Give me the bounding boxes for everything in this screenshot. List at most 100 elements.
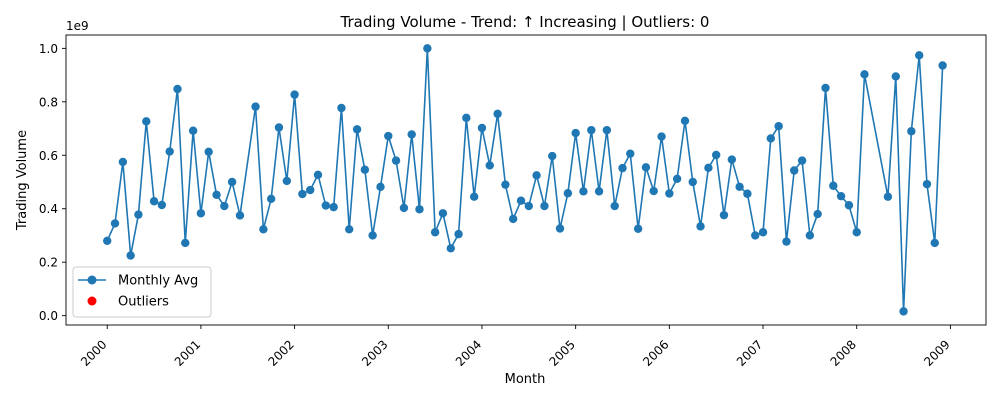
plot-frame bbox=[65, 34, 987, 326]
data-point-monthly-avg bbox=[782, 237, 791, 246]
data-point-monthly-avg bbox=[142, 117, 151, 126]
data-point-monthly-avg bbox=[548, 151, 557, 161]
data-point-monthly-avg bbox=[516, 196, 526, 205]
data-point-monthly-avg bbox=[508, 214, 518, 224]
data-point-monthly-avg bbox=[368, 231, 377, 240]
data-point-monthly-avg bbox=[430, 228, 440, 237]
data-point-monthly-avg bbox=[274, 123, 284, 132]
data-point-monthly-avg bbox=[212, 190, 221, 200]
legend-box bbox=[72, 266, 212, 318]
data-point-monthly-avg bbox=[915, 51, 924, 60]
data-point-monthly-avg bbox=[399, 203, 409, 213]
data-point-monthly-avg bbox=[173, 84, 182, 94]
data-point-monthly-avg bbox=[469, 192, 479, 201]
legend-dot-monthly-avg bbox=[87, 275, 97, 285]
data-point-monthly-avg bbox=[860, 70, 869, 79]
data-point-monthly-avg bbox=[626, 149, 635, 158]
data-point-monthly-avg bbox=[485, 161, 494, 170]
series-layer bbox=[103, 44, 947, 316]
data-point-monthly-avg bbox=[555, 224, 565, 233]
data-point-monthly-avg bbox=[345, 225, 354, 234]
data-point-monthly-avg bbox=[423, 44, 432, 53]
data-point-monthly-avg bbox=[110, 219, 120, 228]
y-tick-label: 0.4 bbox=[39, 202, 58, 216]
data-point-monthly-avg bbox=[188, 126, 198, 135]
data-point-monthly-avg bbox=[384, 131, 393, 141]
data-point-monthly-avg bbox=[743, 189, 752, 198]
data-point-monthly-avg bbox=[711, 150, 721, 160]
data-point-monthly-avg bbox=[134, 210, 143, 219]
data-point-monthly-avg bbox=[290, 90, 299, 99]
y-tick-label: 0.0 bbox=[39, 309, 58, 323]
data-point-monthly-avg bbox=[602, 125, 612, 135]
data-point-monthly-avg bbox=[657, 132, 666, 141]
data-point-monthly-avg bbox=[220, 201, 229, 211]
data-point-monthly-avg bbox=[641, 163, 651, 172]
data-point-monthly-avg bbox=[407, 130, 416, 139]
x-tick-label: 2000 bbox=[78, 337, 109, 368]
data-point-monthly-avg bbox=[282, 176, 292, 186]
legend-dot-outliers bbox=[87, 296, 97, 306]
data-point-monthly-avg bbox=[524, 201, 534, 211]
x-axis-label: Month bbox=[505, 372, 546, 387]
data-point-monthly-avg bbox=[196, 209, 206, 218]
data-point-monthly-avg bbox=[852, 228, 861, 237]
data-point-monthly-avg bbox=[618, 163, 627, 173]
y-tick-label: 0.6 bbox=[39, 149, 58, 163]
data-point-monthly-avg bbox=[649, 186, 658, 196]
y-axis: 0.0 0.2 0.4 0.6 0.8 1.0 bbox=[39, 42, 66, 323]
data-point-monthly-avg bbox=[454, 229, 463, 239]
x-tick-label: 2008 bbox=[828, 337, 859, 368]
data-point-monthly-avg bbox=[259, 225, 268, 234]
x-tick-label: 2005 bbox=[546, 337, 577, 368]
data-point-monthly-avg bbox=[594, 187, 604, 196]
data-point-monthly-avg bbox=[774, 121, 783, 131]
data-point-monthly-avg bbox=[103, 236, 112, 246]
data-point-monthly-avg bbox=[633, 224, 643, 233]
data-point-monthly-avg bbox=[462, 113, 471, 123]
data-point-monthly-avg bbox=[181, 238, 190, 248]
data-point-monthly-avg bbox=[563, 189, 573, 198]
data-point-monthly-avg bbox=[415, 205, 424, 214]
y-tick-label: 1.0 bbox=[39, 42, 58, 56]
data-point-monthly-avg bbox=[313, 170, 323, 179]
y-tick-label: 0.8 bbox=[39, 95, 58, 109]
data-point-monthly-avg bbox=[493, 109, 502, 119]
data-point-monthly-avg bbox=[719, 210, 729, 220]
data-point-monthly-avg bbox=[704, 163, 713, 173]
data-point-monthly-avg bbox=[751, 231, 760, 240]
data-point-monthly-avg bbox=[266, 194, 276, 204]
data-point-monthly-avg bbox=[204, 147, 213, 156]
data-point-monthly-avg bbox=[337, 103, 346, 113]
chart-title: Trading Volume - Trend: ↑ Increasing | O… bbox=[340, 13, 710, 31]
data-point-monthly-avg bbox=[251, 102, 260, 111]
data-point-monthly-avg bbox=[126, 251, 135, 260]
data-point-monthly-avg bbox=[610, 201, 619, 211]
data-point-monthly-avg bbox=[688, 177, 697, 187]
data-point-monthly-avg bbox=[352, 125, 362, 134]
data-point-monthly-avg bbox=[571, 128, 580, 138]
x-axis: 2000 2001 2002 2003 2004 2005 2006 2007 2008 2009 bbox=[78, 325, 953, 369]
data-point-monthly-avg bbox=[727, 155, 737, 164]
data-point-monthly-avg bbox=[907, 127, 916, 136]
x-tick-label: 2007 bbox=[734, 337, 765, 368]
data-point-monthly-avg bbox=[376, 182, 385, 192]
data-point-monthly-avg bbox=[157, 200, 167, 210]
x-tick-label: 2001 bbox=[172, 337, 203, 368]
x-tick-label: 2004 bbox=[453, 337, 484, 368]
data-point-monthly-avg bbox=[540, 201, 549, 211]
data-point-monthly-avg bbox=[836, 191, 846, 201]
y-offset-text: 1e9 bbox=[66, 19, 89, 33]
x-tick-label: 2009 bbox=[921, 337, 952, 368]
data-point-monthly-avg bbox=[758, 228, 768, 237]
data-point-monthly-avg bbox=[922, 179, 932, 189]
data-point-monthly-avg bbox=[391, 156, 401, 165]
data-point-monthly-avg bbox=[227, 177, 237, 187]
data-point-monthly-avg bbox=[579, 187, 588, 196]
data-point-monthly-avg bbox=[883, 192, 893, 201]
data-point-monthly-avg bbox=[672, 174, 682, 183]
data-point-monthly-avg bbox=[298, 189, 307, 199]
data-point-monthly-avg bbox=[532, 171, 541, 180]
x-tick-label: 2002 bbox=[265, 337, 296, 368]
